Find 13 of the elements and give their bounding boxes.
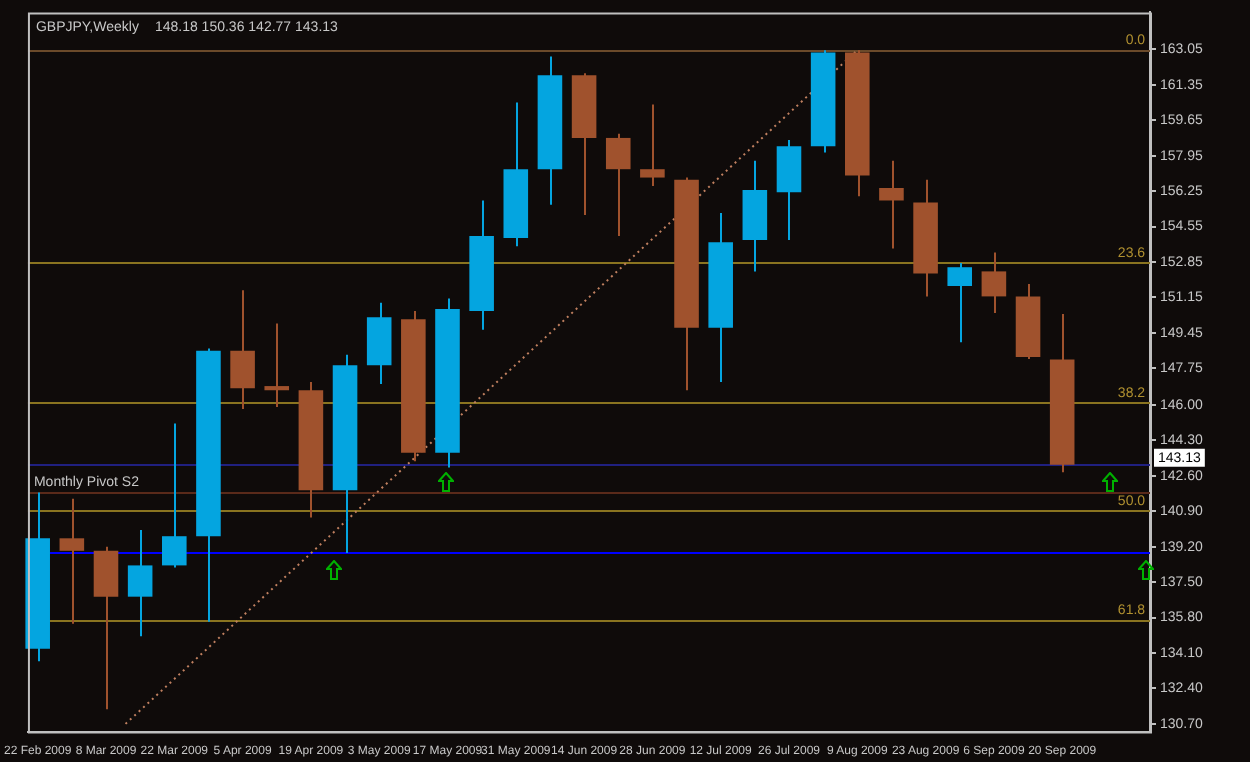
candlestick (230, 289, 255, 411)
candlestick (640, 103, 665, 187)
candlestick (366, 301, 392, 385)
candlestick (93, 545, 119, 711)
candlestick (947, 262, 973, 344)
candlestick (264, 322, 290, 408)
candlestick (59, 497, 85, 625)
candlestick (605, 132, 631, 237)
candlestick (879, 159, 904, 250)
candlestick (981, 251, 1007, 315)
candlestick (162, 422, 187, 569)
candlestick (776, 139, 802, 242)
candlestick (127, 528, 153, 638)
